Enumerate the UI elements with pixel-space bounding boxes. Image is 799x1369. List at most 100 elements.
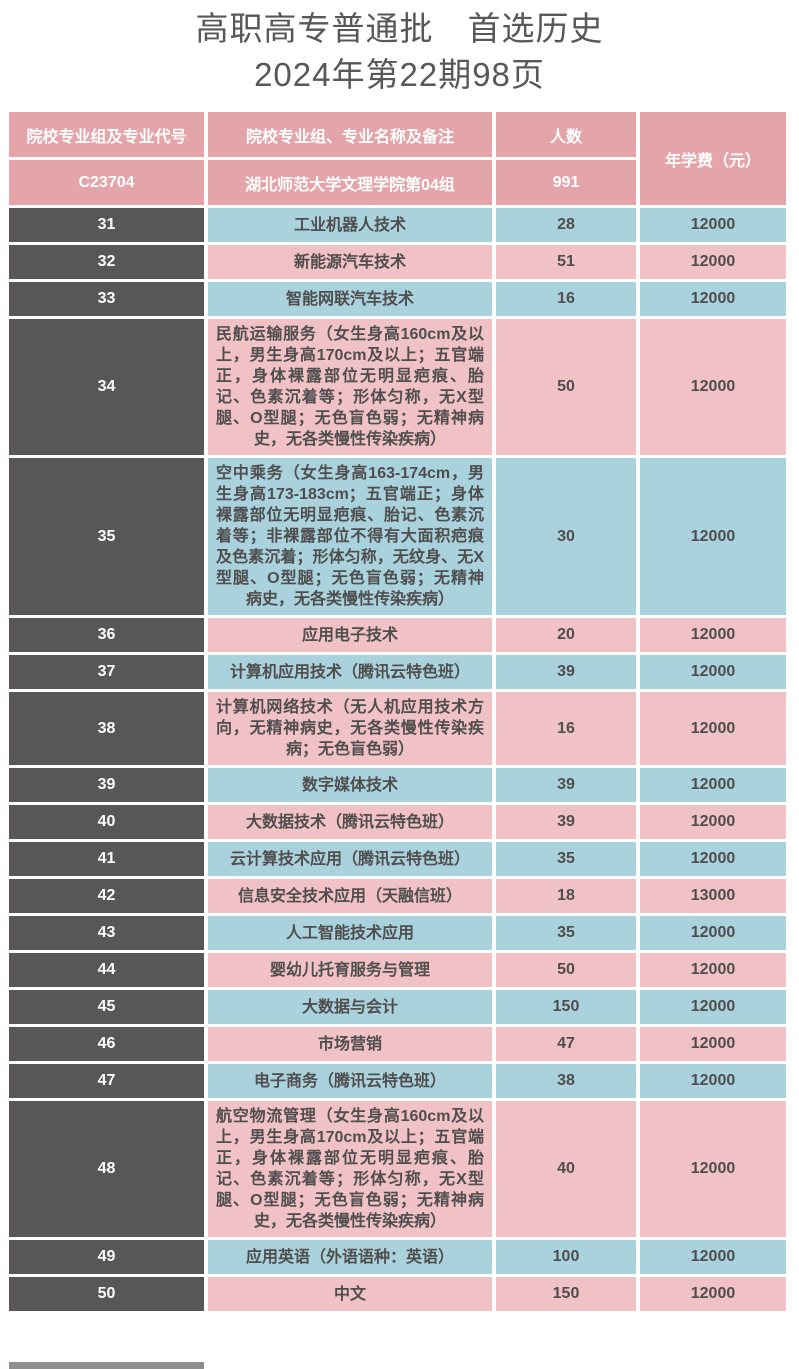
row-count-cell: 39 xyxy=(496,768,636,802)
row-fee-cell: 12000 xyxy=(640,208,786,242)
row-count-cell: 18 xyxy=(496,879,636,913)
row-major-cell: 人工智能技术应用 xyxy=(208,916,492,950)
row-major-cell: 计算机应用技术（腾讯云特色班） xyxy=(208,655,492,689)
row-major-cell: 工业机器人技术 xyxy=(208,208,492,242)
row-count-cell: 150 xyxy=(496,990,636,1024)
row-major-text: 数字媒体技术 xyxy=(301,776,398,794)
row-count-cell: 150 xyxy=(496,1277,636,1311)
row-count-cell: 38 xyxy=(496,1064,636,1098)
row-code-cell: 40 xyxy=(9,805,204,839)
row-major-text: 中文 xyxy=(333,1285,366,1303)
row-major-cell: 信息安全技术应用（天融信班） xyxy=(208,879,492,913)
header-cell-count: 人数 xyxy=(496,112,636,157)
admission-table: 院校专业组及专业代号 院校专业组、专业名称及备注 人数 年学费（元） C2370… xyxy=(9,112,786,1311)
row-major-cell: 智能网联汽车技术 xyxy=(208,282,492,316)
row-count-cell: 100 xyxy=(496,1240,636,1274)
group-count-cell: 991 xyxy=(496,160,636,205)
row-major-text: 云计算技术应用（腾讯云特色班） xyxy=(229,850,470,868)
row-fee-cell: 12000 xyxy=(640,319,786,455)
row-major-text: 计算机应用技术（腾讯云特色班） xyxy=(229,663,470,681)
row-major-text: 电子商务（腾讯云特色班） xyxy=(253,1072,446,1090)
row-count-cell: 50 xyxy=(496,953,636,987)
group-name-cell: 湖北师范大学文理学院第04组 xyxy=(208,160,492,205)
header-cell-code: 院校专业组及专业代号 xyxy=(9,112,204,157)
row-major-cell: 云计算技术应用（腾讯云特色班） xyxy=(208,842,492,876)
row-code-cell: 37 xyxy=(9,655,204,689)
row-code-cell: 39 xyxy=(9,768,204,802)
row-fee-cell: 12000 xyxy=(640,768,786,802)
row-major-cell: 中文 xyxy=(208,1277,492,1311)
row-major-text: 大数据技术（腾讯云特色班） xyxy=(245,813,454,831)
row-code-cell: 41 xyxy=(9,842,204,876)
row-count-cell: 47 xyxy=(496,1027,636,1061)
row-major-cell: 民航运输服务（女生身高160cm及以上，男生身高170cm及以上；五官端正，身体… xyxy=(208,319,492,455)
row-major-cell: 市场营销 xyxy=(208,1027,492,1061)
row-count-cell: 51 xyxy=(496,245,636,279)
row-major-cell: 婴幼儿托育服务与管理 xyxy=(208,953,492,987)
row-major-text: 新能源汽车技术 xyxy=(293,253,406,271)
row-code-cell: 47 xyxy=(9,1064,204,1098)
row-code-cell: 42 xyxy=(9,879,204,913)
row-fee-cell: 12000 xyxy=(640,805,786,839)
row-count-cell: 35 xyxy=(496,916,636,950)
row-major-text: 航空物流管理（女生身高160cm及以上，男生身高170cm及以上；五官端正，身体… xyxy=(216,1108,484,1230)
row-fee-cell: 13000 xyxy=(640,879,786,913)
row-fee-cell: 12000 xyxy=(640,1027,786,1061)
row-fee-cell: 12000 xyxy=(640,692,786,765)
row-fee-cell: 12000 xyxy=(640,1277,786,1311)
row-major-text: 计算机网络技术（无人机应用技术方向，无精神病史，无各类慢性传染疾病；无色盲色弱） xyxy=(216,699,484,758)
row-fee-cell: 12000 xyxy=(640,1064,786,1098)
row-major-cell: 航空物流管理（女生身高160cm及以上，男生身高170cm及以上；五官端正，身体… xyxy=(208,1101,492,1237)
row-fee-cell: 12000 xyxy=(640,916,786,950)
page-title-line2: 2024年第22期98页 xyxy=(254,56,545,93)
row-count-cell: 40 xyxy=(496,1101,636,1237)
row-fee-cell: 12000 xyxy=(640,1101,786,1237)
row-fee-cell: 12000 xyxy=(640,458,786,615)
row-major-text: 工业机器人技术 xyxy=(293,216,406,234)
row-fee-cell: 12000 xyxy=(640,282,786,316)
group-code-cell: C23704 xyxy=(9,160,204,205)
row-count-cell: 35 xyxy=(496,842,636,876)
row-major-cell: 计算机网络技术（无人机应用技术方向，无精神病史，无各类慢性传染疾病；无色盲色弱） xyxy=(208,692,492,765)
row-major-text: 人工智能技术应用 xyxy=(285,924,414,942)
row-count-cell: 50 xyxy=(496,319,636,455)
row-fee-cell: 12000 xyxy=(640,618,786,652)
row-code-cell: 38 xyxy=(9,692,204,765)
row-code-cell: 44 xyxy=(9,953,204,987)
row-major-text: 智能网联汽车技术 xyxy=(285,290,414,308)
row-code-cell: 49 xyxy=(9,1240,204,1274)
row-fee-cell: 12000 xyxy=(640,1240,786,1274)
row-code-cell: 35 xyxy=(9,458,204,615)
row-count-cell: 28 xyxy=(496,208,636,242)
partial-next-row-bar xyxy=(9,1362,204,1369)
row-code-cell: 31 xyxy=(9,208,204,242)
header-cell-major: 院校专业组、专业名称及备注 xyxy=(208,112,492,157)
row-major-text: 大数据与会计 xyxy=(301,998,398,1016)
row-code-cell: 50 xyxy=(9,1277,204,1311)
row-fee-cell: 12000 xyxy=(640,655,786,689)
row-fee-cell: 12000 xyxy=(640,842,786,876)
row-fee-cell: 12000 xyxy=(640,990,786,1024)
row-code-cell: 48 xyxy=(9,1101,204,1237)
page-title: 高职高专普通批 首选历史 2024年第22期98页 xyxy=(0,0,799,98)
row-major-text: 民航运输服务（女生身高160cm及以上，男生身高170cm及以上；五官端正，身体… xyxy=(216,326,484,448)
row-code-cell: 43 xyxy=(9,916,204,950)
row-major-cell: 空中乘务（女生身高163-174cm，男生身高173-183cm；五官端正；身体… xyxy=(208,458,492,615)
row-count-cell: 16 xyxy=(496,282,636,316)
row-count-cell: 39 xyxy=(496,805,636,839)
row-major-cell: 应用英语（外语语种：英语） xyxy=(208,1240,492,1274)
row-count-cell: 30 xyxy=(496,458,636,615)
row-code-cell: 46 xyxy=(9,1027,204,1061)
row-major-cell: 大数据技术（腾讯云特色班） xyxy=(208,805,492,839)
row-code-cell: 45 xyxy=(9,990,204,1024)
row-code-cell: 36 xyxy=(9,618,204,652)
row-major-cell: 新能源汽车技术 xyxy=(208,245,492,279)
row-major-cell: 数字媒体技术 xyxy=(208,768,492,802)
row-fee-cell: 12000 xyxy=(640,953,786,987)
row-count-cell: 20 xyxy=(496,618,636,652)
row-fee-cell: 12000 xyxy=(640,245,786,279)
row-major-text: 应用电子技术 xyxy=(301,626,398,644)
row-major-cell: 应用电子技术 xyxy=(208,618,492,652)
row-code-cell: 33 xyxy=(9,282,204,316)
row-code-cell: 34 xyxy=(9,319,204,455)
